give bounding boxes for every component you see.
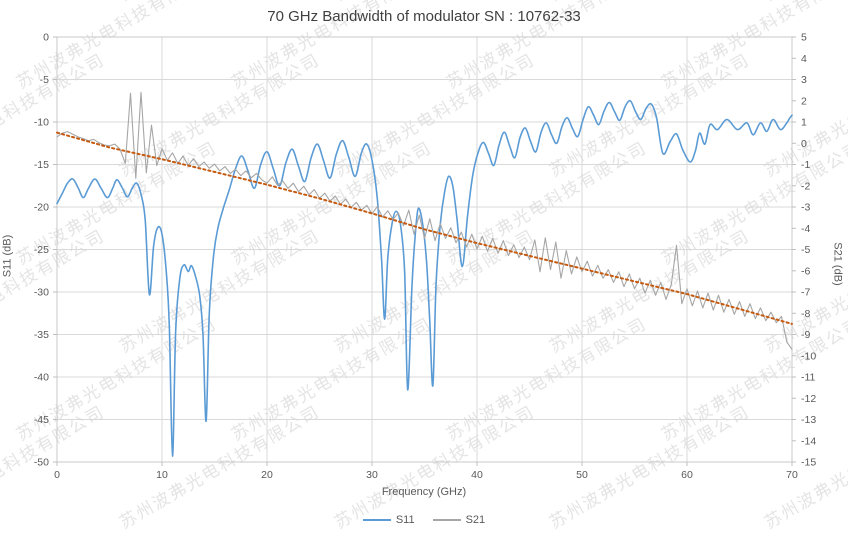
x-axis-tick-label: 0: [54, 469, 60, 481]
s21-line: [56, 91, 793, 350]
s21-line-swatch: [432, 519, 461, 521]
right-axis-tick-label: 0: [801, 138, 807, 150]
right-axis-tick-label: -3: [801, 202, 810, 214]
right-axis-tick-label: -14: [801, 435, 816, 447]
legend-item-s11: S11: [362, 514, 415, 526]
s11-line: [56, 99, 793, 457]
x-axis-tick-label: 60: [681, 469, 693, 481]
right-axis-tick-label: -11: [801, 372, 816, 384]
right-axis-tick-label: -10: [801, 350, 816, 362]
right-axis-tick-label: -6: [801, 265, 810, 277]
x-axis-tick-label: 20: [261, 469, 273, 481]
right-axis-tick-label: 2: [801, 95, 807, 107]
right-axis-tick-label: -13: [801, 414, 816, 426]
left-axis-tick-label: -10: [34, 117, 49, 129]
right-axis-tick-label: -4: [801, 223, 810, 235]
chart-title: 70 GHz Bandwidth of modulator SN : 10762…: [267, 8, 581, 25]
legend-item-s21: S21: [432, 514, 486, 526]
x-axis-tick-label: 10: [156, 469, 168, 481]
legend-label-s11: S11: [395, 514, 415, 526]
x-axis-tick-label: 30: [366, 469, 378, 481]
left-axis-tick-label: -35: [34, 329, 49, 341]
left-axis-tick-label: -25: [34, 244, 49, 256]
right-axis-tick-label: 4: [801, 53, 807, 65]
right-axis-title: S21 (dB): [831, 242, 844, 286]
right-axis-tick-label: -8: [801, 308, 810, 320]
left-axis-tick-label: -15: [34, 159, 49, 171]
right-axis-tick-label: -15: [801, 457, 816, 469]
legend-label-s21: S21: [465, 514, 486, 526]
right-axis-tick-label: -2: [801, 180, 810, 192]
right-axis-tick-label: -5: [801, 244, 810, 256]
right-axis-tick-label: 1: [801, 117, 807, 129]
x-axis-tick-label: 40: [471, 469, 483, 481]
right-axis-tick-label: -7: [801, 287, 810, 299]
left-axis-tick-label: -45: [34, 414, 49, 426]
left-axis-title: S11 (dB): [1, 234, 14, 278]
right-axis-tick-label: 5: [801, 32, 807, 44]
left-axis-tick-label: -30: [34, 287, 49, 299]
s11-line-swatch: [362, 519, 391, 521]
right-axis-tick-label: -9: [801, 329, 810, 341]
left-axis-tick-label: 0: [43, 32, 49, 44]
left-axis-tick-label: -20: [34, 202, 49, 214]
right-axis-tick-label: -12: [801, 393, 816, 405]
chart-legend: S11 S21: [0, 514, 848, 526]
right-axis-tick-label: 3: [801, 74, 807, 86]
right-axis-tick-label: -1: [801, 159, 810, 171]
left-axis-tick-label: -50: [34, 457, 49, 469]
x-axis-tick-label: 70: [786, 469, 798, 481]
left-axis-tick-label: -5: [40, 74, 49, 86]
left-axis-tick-label: -40: [34, 372, 49, 384]
x-axis-tick-label: 50: [576, 469, 588, 481]
x-axis-title: Frequency (GHz): [381, 486, 467, 498]
s21-trend-line: [56, 131, 793, 325]
